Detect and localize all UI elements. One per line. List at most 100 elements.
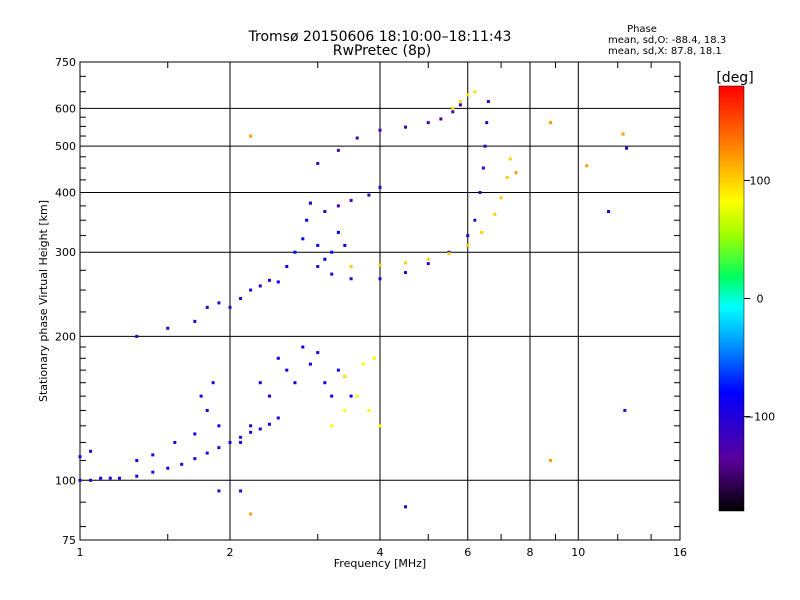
- data-point: [621, 132, 625, 136]
- data-point: [239, 297, 243, 301]
- data-point: [285, 265, 289, 269]
- data-point: [343, 374, 347, 378]
- data-point: [439, 117, 443, 121]
- data-point: [89, 478, 93, 482]
- data-point: [78, 478, 82, 482]
- data-point: [367, 193, 371, 197]
- data-point: [276, 280, 280, 284]
- data-point: [330, 250, 334, 254]
- data-point: [349, 198, 353, 202]
- data-point: [258, 381, 262, 385]
- data-point: [166, 326, 170, 330]
- data-point: [89, 449, 93, 453]
- data-point: [355, 136, 359, 140]
- data-point: [276, 416, 280, 420]
- data-point: [336, 204, 340, 208]
- y-tick-label: 200: [55, 330, 76, 343]
- data-point: [481, 166, 485, 170]
- data-point: [239, 489, 243, 493]
- data-point: [249, 134, 253, 138]
- x-tick-label: 2: [227, 546, 234, 559]
- data-point: [135, 474, 139, 478]
- data-points: [78, 90, 629, 516]
- phase-stat-o: mean, sd,O: -88.4, 18.3: [608, 35, 726, 46]
- data-point: [349, 277, 353, 281]
- data-point: [199, 394, 203, 398]
- data-point: [466, 243, 470, 247]
- data-point: [426, 121, 430, 125]
- data-point: [514, 171, 518, 175]
- data-point: [451, 110, 455, 114]
- colorbar-label: [deg]: [716, 70, 753, 86]
- data-point: [217, 489, 221, 493]
- data-point: [336, 148, 340, 152]
- data-point: [217, 446, 221, 450]
- data-point: [426, 262, 430, 266]
- data-point: [267, 422, 271, 426]
- data-point: [323, 210, 327, 214]
- data-point: [330, 424, 334, 428]
- data-point: [151, 453, 155, 457]
- data-point: [403, 261, 407, 265]
- y-tick-label: 400: [55, 186, 76, 199]
- data-point: [367, 408, 371, 412]
- y-tick-label: 600: [55, 102, 76, 115]
- data-point: [180, 462, 184, 466]
- data-point: [473, 90, 477, 94]
- colorbar-tick-label: −100: [745, 411, 775, 424]
- data-point: [108, 476, 112, 480]
- data-point: [473, 218, 477, 222]
- data-point: [336, 368, 340, 372]
- data-point: [466, 93, 470, 97]
- data-point: [451, 106, 455, 110]
- data-point: [486, 100, 490, 104]
- data-point: [480, 230, 484, 234]
- data-point: [301, 237, 305, 241]
- data-point: [135, 458, 139, 462]
- data-point: [478, 190, 482, 194]
- x-tick-label: 16: [673, 546, 687, 559]
- phase-stat-x: mean, sd,X: 87.8, 18.1: [608, 46, 722, 57]
- data-point: [301, 345, 305, 349]
- data-point: [585, 164, 589, 168]
- data-point: [373, 356, 377, 360]
- data-point: [249, 424, 253, 428]
- data-point: [151, 470, 155, 474]
- colorbar-ticks: 100 0 −100: [744, 174, 775, 424]
- data-point: [211, 381, 215, 385]
- data-point: [378, 185, 382, 189]
- colorbar: [718, 85, 745, 512]
- data-point: [323, 381, 327, 385]
- data-point: [293, 250, 297, 254]
- y-tick-label: 750: [55, 56, 76, 69]
- data-point: [205, 408, 209, 412]
- y-axis-ticks: 75 100 200 300 400 500 600 750: [55, 56, 76, 547]
- data-point: [267, 278, 271, 282]
- x-axis-ticks: 1 2 4 6 8 10 16: [77, 546, 688, 559]
- data-point: [349, 265, 353, 269]
- y-axis-label: Stationary phase Virtual Height [km]: [37, 200, 50, 402]
- data-point: [623, 408, 627, 412]
- data-point: [336, 230, 340, 234]
- data-point: [217, 424, 221, 428]
- data-point: [249, 430, 253, 434]
- data-point: [99, 476, 103, 480]
- data-point: [378, 128, 382, 132]
- data-point: [205, 451, 209, 455]
- data-point: [276, 356, 280, 360]
- data-point: [217, 301, 221, 305]
- data-point: [308, 362, 312, 366]
- data-point: [193, 457, 197, 461]
- data-point: [205, 305, 209, 309]
- x-tick-label: 4: [377, 546, 384, 559]
- data-point: [249, 288, 253, 292]
- data-point: [355, 394, 359, 398]
- data-point: [378, 277, 382, 281]
- y-tick-label: 500: [55, 140, 76, 153]
- chart-title: Tromsø 20150606 18:10:00–18:11:43: [248, 29, 512, 45]
- data-point: [625, 146, 629, 150]
- data-point: [349, 394, 353, 398]
- data-point: [485, 121, 489, 125]
- data-point: [166, 466, 170, 470]
